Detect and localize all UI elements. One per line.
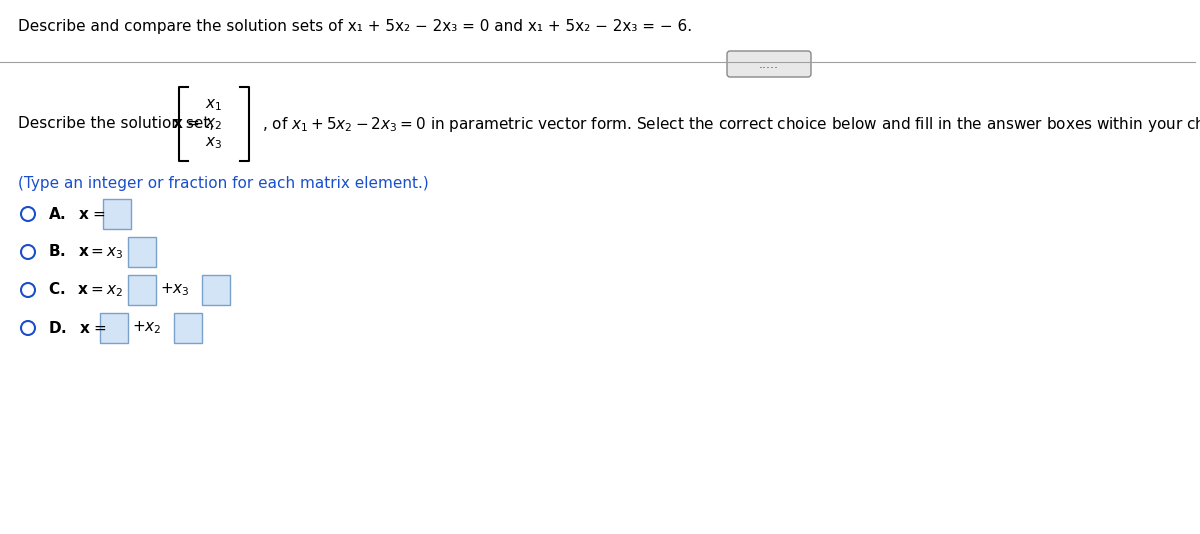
Text: Describe the solution set,: Describe the solution set, [18, 116, 220, 131]
FancyBboxPatch shape [128, 237, 156, 267]
FancyBboxPatch shape [727, 51, 811, 77]
FancyBboxPatch shape [202, 275, 230, 305]
FancyBboxPatch shape [174, 313, 202, 343]
Text: $\mathbf{A.}$  $\mathbf{x}$ =: $\mathbf{A.}$ $\mathbf{x}$ = [48, 206, 106, 222]
FancyBboxPatch shape [103, 199, 131, 229]
FancyBboxPatch shape [128, 275, 156, 305]
Text: $+ x_3$: $+ x_3$ [160, 281, 190, 299]
Text: Describe and compare the solution sets of x₁ + 5x₂ − 2x₃ = 0 and x₁ + 5x₂ − 2x₃ : Describe and compare the solution sets o… [18, 19, 692, 34]
Text: (Type an integer or fraction for each matrix element.): (Type an integer or fraction for each ma… [18, 176, 428, 191]
Text: $+ x_2$: $+ x_2$ [132, 320, 162, 336]
Text: $x_1$: $x_1$ [205, 97, 222, 113]
FancyBboxPatch shape [100, 313, 128, 343]
Text: $\mathbf{x}$ =: $\mathbf{x}$ = [172, 116, 200, 131]
Text: .....: ..... [760, 58, 779, 70]
Text: $x_3$: $x_3$ [205, 135, 223, 151]
Text: $x_2$: $x_2$ [205, 116, 222, 132]
Text: $\mathbf{C.}$  $\mathbf{x} = x_2$: $\mathbf{C.}$ $\mathbf{x} = x_2$ [48, 281, 122, 300]
Text: , of $x_1 + 5x_2 - 2x_3 = 0$ in parametric vector form. Select the correct choic: , of $x_1 + 5x_2 - 2x_3 = 0$ in parametr… [262, 114, 1200, 134]
Text: $\mathbf{B.}$  $\mathbf{x} = x_3$: $\mathbf{B.}$ $\mathbf{x} = x_3$ [48, 242, 124, 261]
Text: $\mathbf{D.}$  $\mathbf{x}$ =: $\mathbf{D.}$ $\mathbf{x}$ = [48, 320, 107, 336]
